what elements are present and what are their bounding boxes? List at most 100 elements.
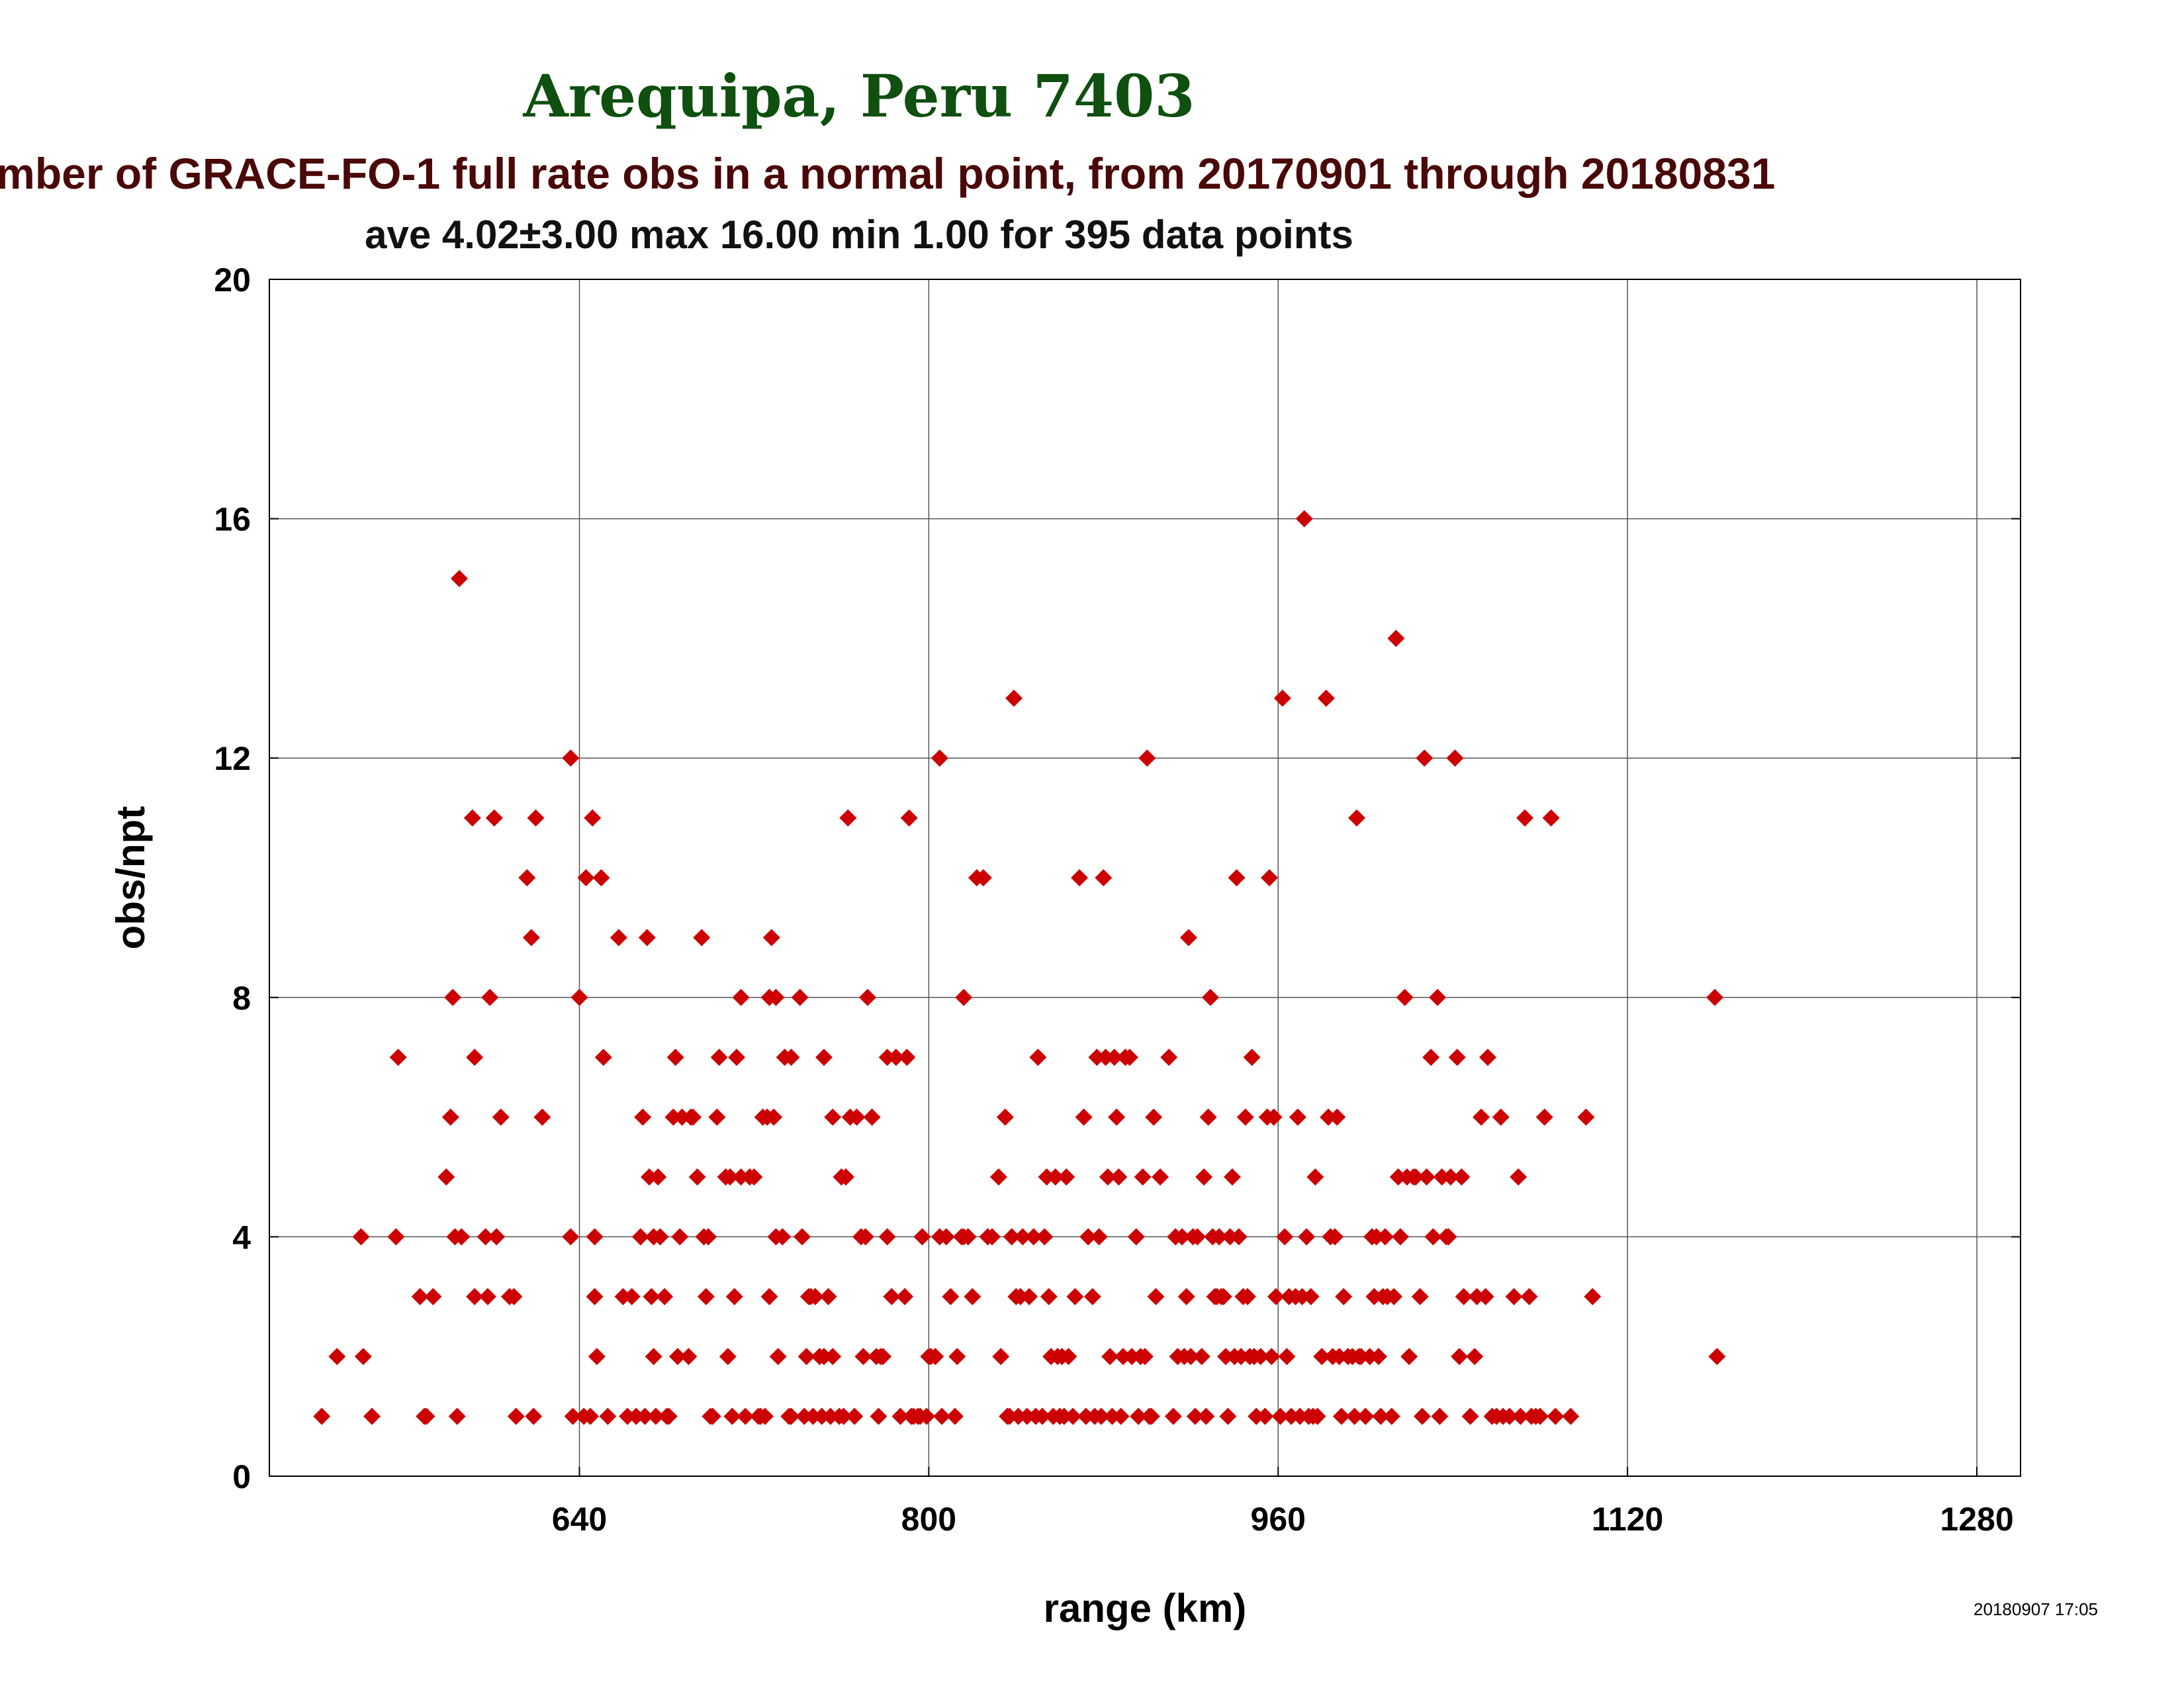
- data-point: [1018, 1407, 1036, 1425]
- data-point: [1520, 1288, 1538, 1305]
- data-point: [992, 1348, 1010, 1366]
- data-point: [1064, 1407, 1082, 1425]
- data-point: [387, 1228, 405, 1246]
- data-point: [835, 1407, 852, 1425]
- data-point: [505, 1288, 523, 1305]
- data-point: [856, 1228, 874, 1246]
- data-point: [1223, 1168, 1241, 1186]
- data-point: [1348, 809, 1366, 827]
- data-point: [451, 570, 469, 587]
- x-axis-label: range (km): [1044, 1586, 1247, 1630]
- chart-title: Arequipa, Peru 7403: [522, 62, 1195, 130]
- data-point: [1535, 1108, 1553, 1126]
- data-point: [636, 1407, 654, 1425]
- data-point: [1263, 1348, 1281, 1366]
- data-point: [710, 1049, 728, 1066]
- data-point: [1451, 1348, 1469, 1366]
- data-point: [562, 749, 580, 767]
- data-point: [858, 988, 876, 1006]
- data-point: [765, 1108, 783, 1126]
- data-point: [1411, 1288, 1429, 1305]
- data-point: [424, 1288, 442, 1305]
- data-point: [688, 1168, 706, 1186]
- data-point: [1431, 1407, 1449, 1425]
- data-point: [1278, 1348, 1296, 1366]
- data-point: [1090, 1228, 1108, 1246]
- data-point: [1267, 1288, 1285, 1305]
- data-point: [1136, 1348, 1154, 1366]
- data-point: [610, 929, 627, 947]
- ticks: 640 800 960 1120 1280 0 4 8 12 16 20: [214, 261, 2021, 1538]
- data-point: [389, 1049, 407, 1066]
- data-point: [1455, 1288, 1473, 1305]
- data-point: [794, 1228, 811, 1246]
- x-tick-label: 640: [552, 1501, 607, 1538]
- data-point: [1562, 1407, 1580, 1425]
- data-point: [1708, 1348, 1726, 1366]
- data-point: [1500, 1407, 1518, 1425]
- data-point: [806, 1288, 824, 1305]
- data-point: [444, 988, 462, 1006]
- data-point: [463, 809, 481, 827]
- data-point: [887, 1049, 905, 1066]
- data-point: [948, 1348, 966, 1366]
- data-point: [627, 1407, 645, 1425]
- data-point: [697, 1288, 715, 1305]
- data-point: [411, 1288, 429, 1305]
- data-point: [1147, 1288, 1165, 1305]
- data-point: [1003, 1228, 1021, 1246]
- data-point: [1439, 1228, 1457, 1246]
- data-point: [913, 1228, 931, 1246]
- data-point: [1021, 1288, 1038, 1305]
- data-point: [1372, 1407, 1390, 1425]
- data-point: [522, 929, 540, 947]
- data-point: [1105, 1049, 1123, 1066]
- data-point: [1400, 1348, 1418, 1366]
- data-point: [448, 1407, 466, 1425]
- data-point: [732, 988, 750, 1006]
- data-point: [1441, 1168, 1459, 1186]
- data-point: [1365, 1288, 1383, 1305]
- data-point: [854, 1348, 872, 1366]
- data-point: [937, 1228, 955, 1246]
- data-point: [684, 1108, 702, 1126]
- data-point: [588, 1348, 606, 1366]
- data-point: [488, 1228, 506, 1246]
- data-point: [1009, 1407, 1027, 1425]
- data-point: [1453, 1168, 1471, 1186]
- data-point: [1197, 1407, 1215, 1425]
- data-point: [1313, 1348, 1331, 1366]
- data-point: [996, 1108, 1014, 1126]
- data-point: [1195, 1168, 1213, 1186]
- data-point: [700, 1228, 717, 1246]
- data-point: [641, 1168, 659, 1186]
- data-point: [918, 1407, 936, 1425]
- data-point: [564, 1407, 582, 1425]
- data-point: [668, 1348, 686, 1366]
- data-point: [660, 1407, 678, 1425]
- data-point: [762, 929, 780, 947]
- data-point: [1108, 1108, 1126, 1126]
- data-point: [619, 1407, 637, 1425]
- data-point: [1433, 1168, 1451, 1186]
- data-point: [959, 1228, 977, 1246]
- data-point: [1029, 1049, 1047, 1066]
- data-point: [1335, 1288, 1353, 1305]
- data-point: [1424, 1228, 1442, 1246]
- data-point: [839, 809, 857, 827]
- data-point: [1383, 1407, 1400, 1425]
- data-point: [651, 1228, 669, 1246]
- data-point: [1134, 1168, 1152, 1186]
- y-axis-label: obs/npt: [109, 806, 153, 950]
- data-point: [647, 1407, 664, 1425]
- data-point: [824, 1108, 842, 1126]
- y-tick-label: 20: [214, 261, 251, 299]
- data-point: [1477, 1288, 1494, 1305]
- data-point: [693, 929, 711, 947]
- data-point: [927, 1348, 944, 1366]
- data-point: [782, 1407, 800, 1425]
- data-point: [525, 1407, 543, 1425]
- data-point: [1083, 1288, 1101, 1305]
- data-point: [656, 1288, 674, 1305]
- data-point: [363, 1407, 381, 1425]
